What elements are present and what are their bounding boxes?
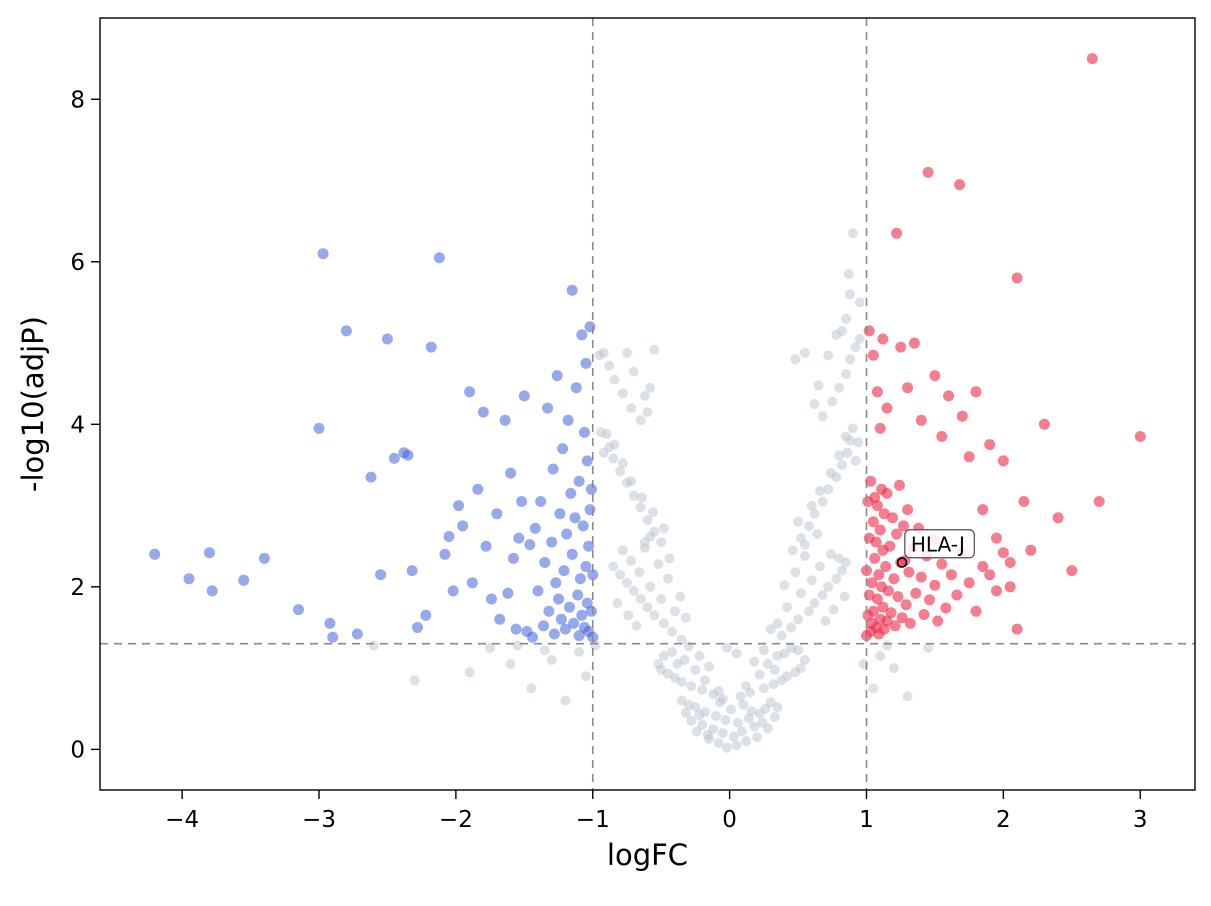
- y-tick-label: 2: [70, 575, 85, 601]
- plot-border: [99, 17, 1196, 791]
- annotation-hla-j: HLA-J: [896, 529, 975, 568]
- annotation-label: HLA-J: [911, 532, 965, 556]
- threshold-lines: [100, 18, 1195, 790]
- annotation-box: [904, 529, 975, 559]
- scatter-series-down-regulated: [149, 248, 599, 643]
- y-tick-label: 8: [70, 87, 85, 113]
- x-tick-label: 0: [722, 807, 737, 833]
- x-tick-label: −1: [576, 807, 610, 833]
- x-tick-labels: −4 −3 −2 −1 0 1 2 3: [165, 807, 1147, 833]
- y-tick-label: 6: [70, 250, 85, 276]
- scatter-series-up-regulated: [861, 53, 1146, 642]
- x-tick-label: 2: [996, 807, 1011, 833]
- x-tick-label: −3: [302, 807, 336, 833]
- y-tick-label: 0: [70, 737, 85, 763]
- annotation-marker: [896, 557, 908, 568]
- y-tick-labels: 0 2 4 6 8: [70, 87, 85, 763]
- x-tick-label: 1: [859, 807, 874, 833]
- y-axis-label: -log10(adjP): [16, 316, 50, 492]
- scatter-series-not-significant: [368, 228, 934, 753]
- axis-ticks: [91, 98, 1141, 799]
- x-axis-label: logFC: [606, 838, 689, 872]
- x-tick-label: 3: [1133, 807, 1148, 833]
- y-tick-label: 4: [70, 412, 85, 438]
- x-tick-label: −2: [439, 807, 473, 833]
- x-tick-label: −4: [165, 807, 199, 833]
